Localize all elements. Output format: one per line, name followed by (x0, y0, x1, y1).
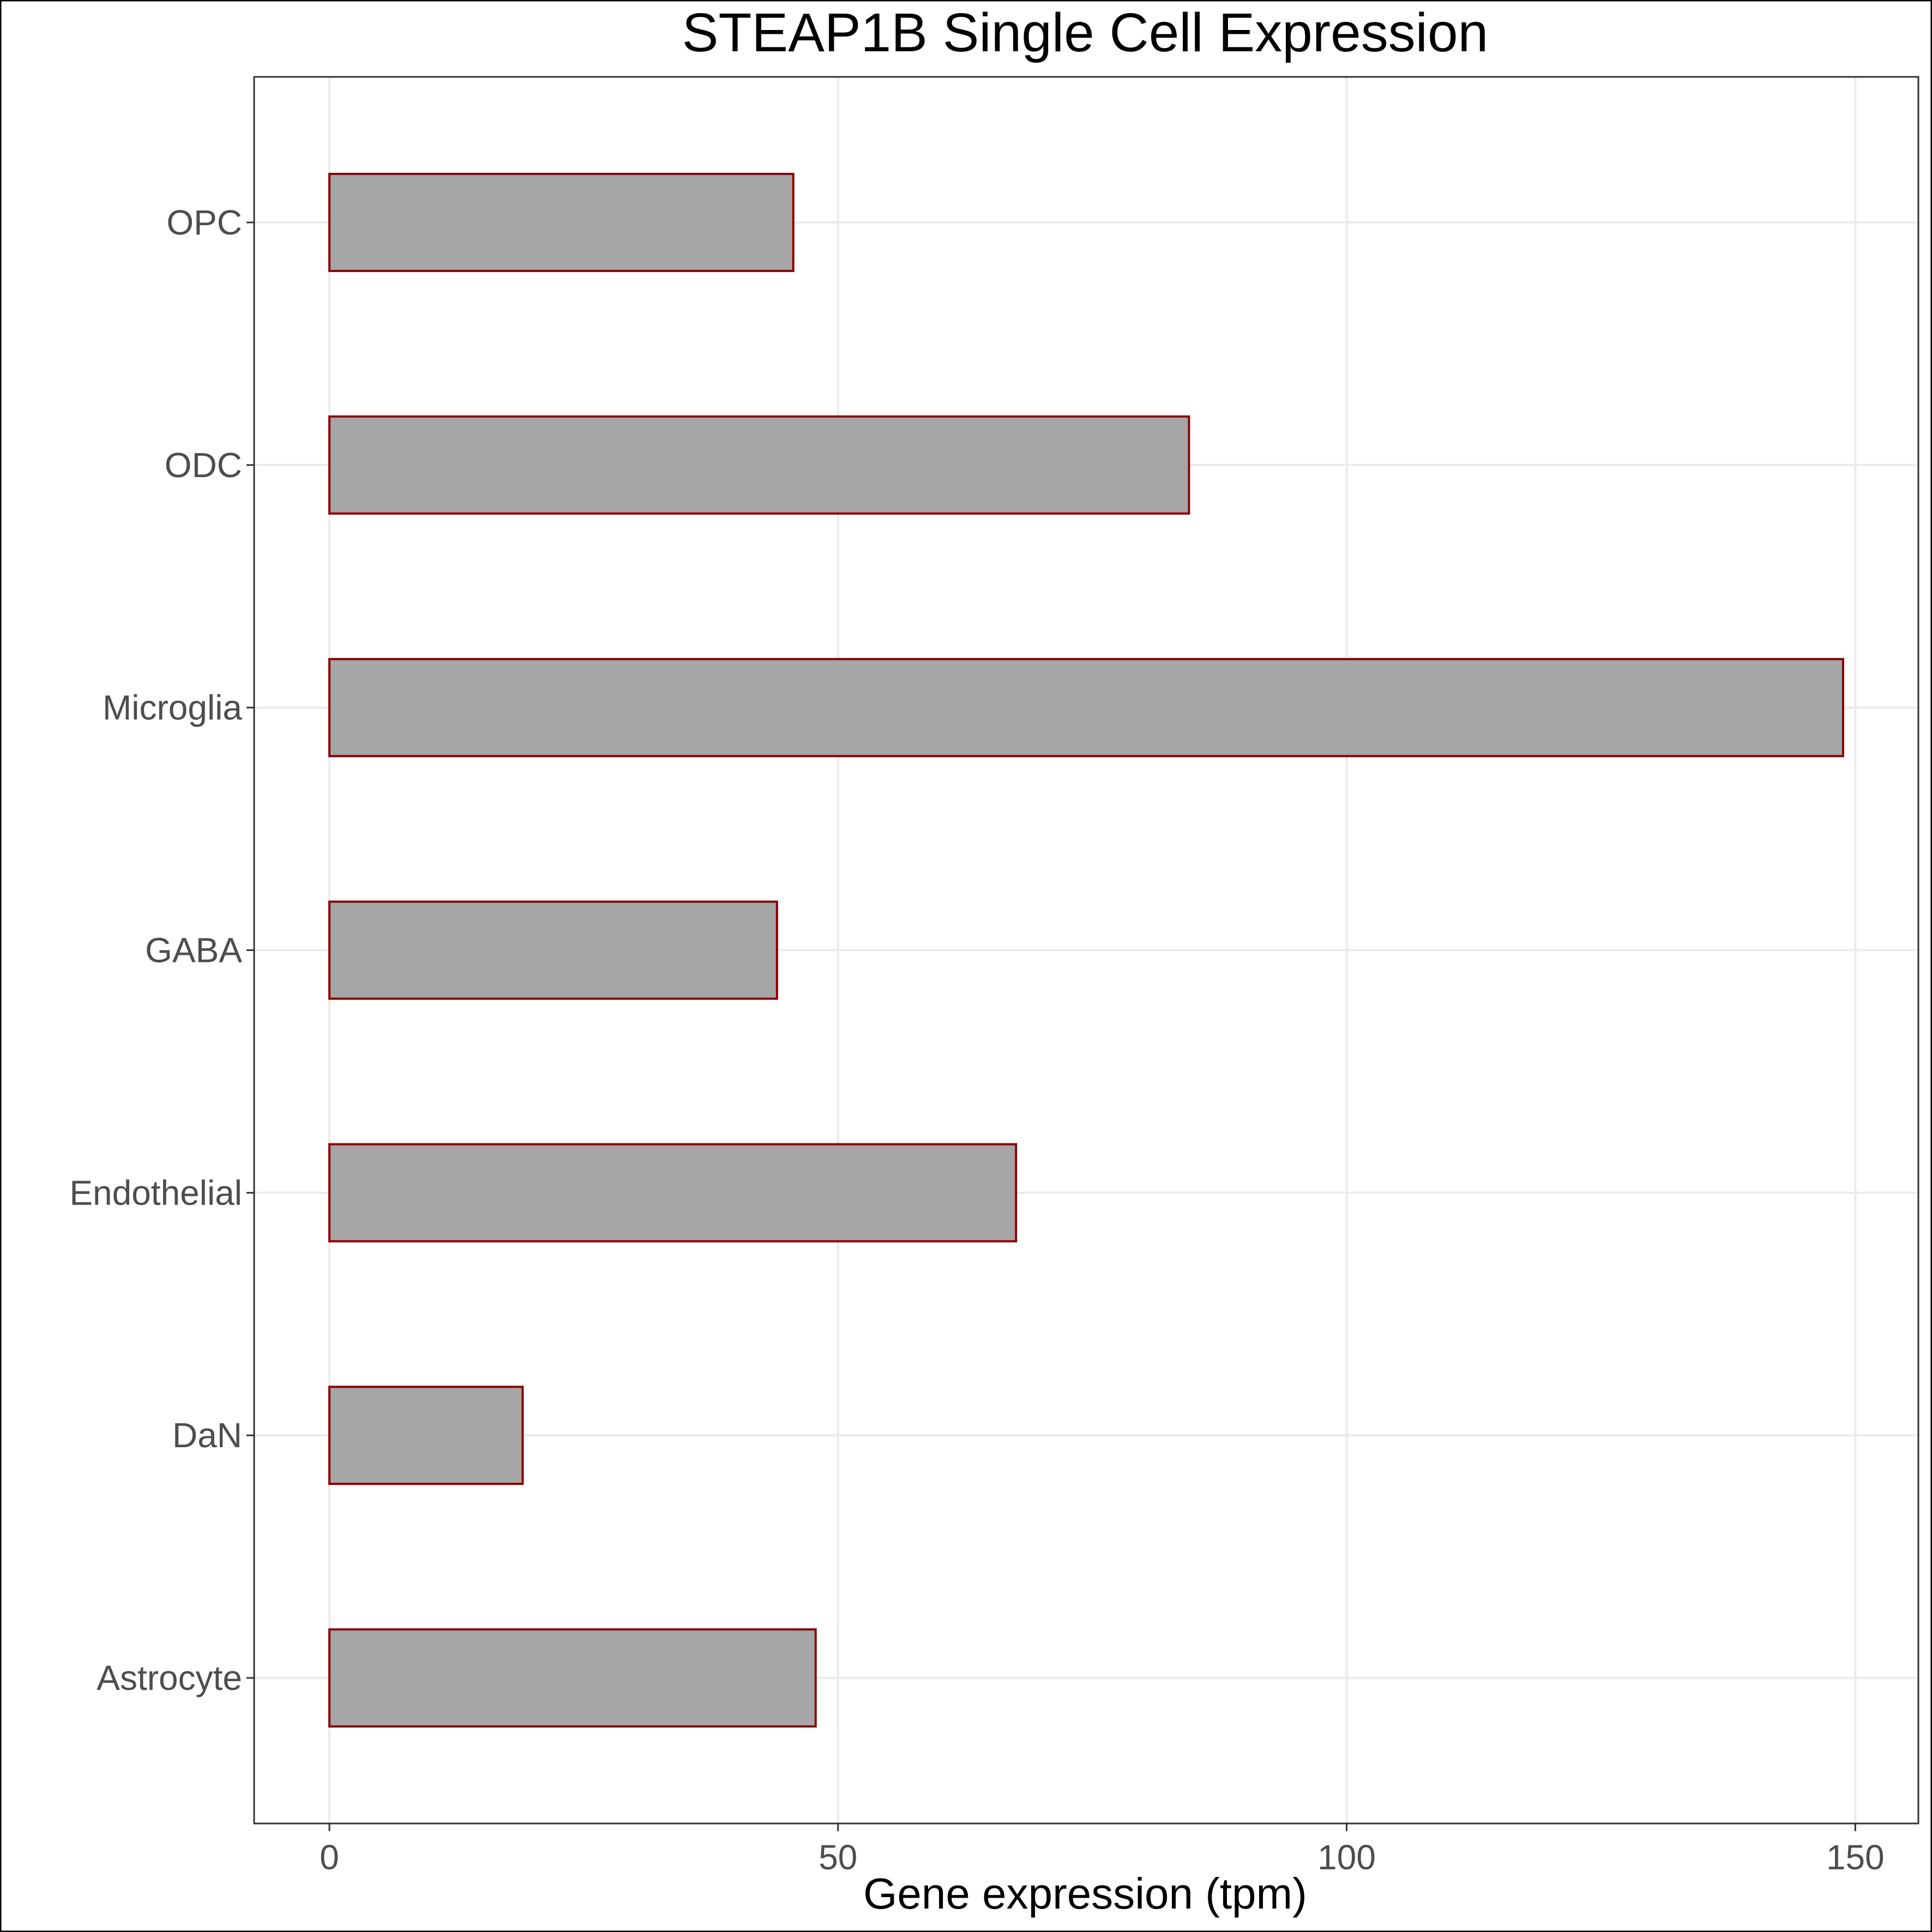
bar-odc (328, 415, 1190, 515)
bar-dan (328, 1386, 524, 1485)
x-axis-title: Gene expression (tpm) (863, 1869, 1307, 1918)
x-tick-label: 50 (818, 1838, 857, 1877)
axes: Astrocyte DaN Endothelial GABA Microglia ODC O… (69, 203, 1884, 1877)
y-tick-label: Astrocyte (97, 1658, 242, 1698)
y-tick-label: Microglia (103, 688, 242, 727)
bars (328, 172, 1844, 1728)
x-tick-label: 150 (1826, 1838, 1885, 1877)
y-tick-label: Endothelial (69, 1173, 242, 1212)
x-tick-label: 0 (320, 1838, 339, 1877)
bar-opc (328, 172, 795, 272)
y-tick-label: ODC (165, 446, 242, 485)
bar-microglia (328, 658, 1844, 757)
bar-astrocyte (328, 1628, 817, 1728)
y-tick-label: OPC (166, 203, 242, 242)
chart-title: STEAP1B Single Cell Expression (682, 2, 1488, 63)
bar-endothelial (328, 1143, 1018, 1243)
x-tick-label: 100 (1317, 1838, 1376, 1877)
bar-gaba (328, 900, 778, 1000)
y-tick-label: DaN (172, 1416, 242, 1455)
y-tick-label: GABA (145, 931, 242, 970)
